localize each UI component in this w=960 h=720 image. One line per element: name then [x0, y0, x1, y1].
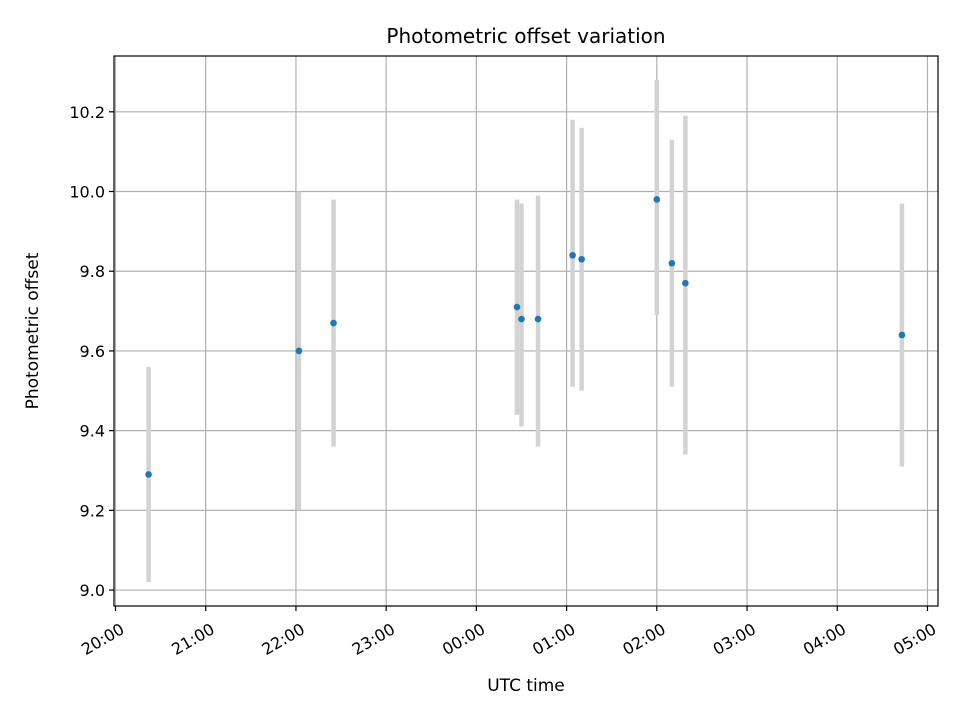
x-axis-title: UTC time — [487, 676, 565, 696]
data-points — [145, 196, 906, 478]
data-point — [569, 251, 576, 259]
data-point — [578, 255, 585, 263]
data-point — [653, 196, 661, 203]
y-tick-label: 9.4 — [80, 422, 105, 441]
plot-frame — [113, 55, 939, 607]
data-point — [295, 347, 303, 355]
y-tick-label: 10.0 — [69, 183, 105, 202]
grid — [114, 56, 938, 606]
data-point — [330, 319, 337, 327]
data-point — [145, 471, 152, 478]
data-point — [513, 303, 521, 311]
chart-title: Photometric offset variation — [386, 24, 665, 48]
y-tick-label: 9.0 — [80, 581, 105, 600]
y-tick-label: 10.2 — [69, 103, 105, 122]
data-point — [534, 315, 542, 323]
y-axis-title: Photometric offset — [23, 252, 43, 409]
y-axis-ticks: 9.0 9.2 9.4 9.6 9.8 10.0 10.2 — [69, 103, 114, 600]
data-point — [518, 315, 525, 323]
data-point — [668, 259, 676, 267]
y-tick-label: 9.2 — [80, 501, 105, 520]
data-point — [682, 279, 689, 287]
y-tick-label: 9.6 — [80, 342, 105, 361]
data-point — [898, 331, 906, 339]
y-tick-label: 9.8 — [80, 262, 105, 281]
